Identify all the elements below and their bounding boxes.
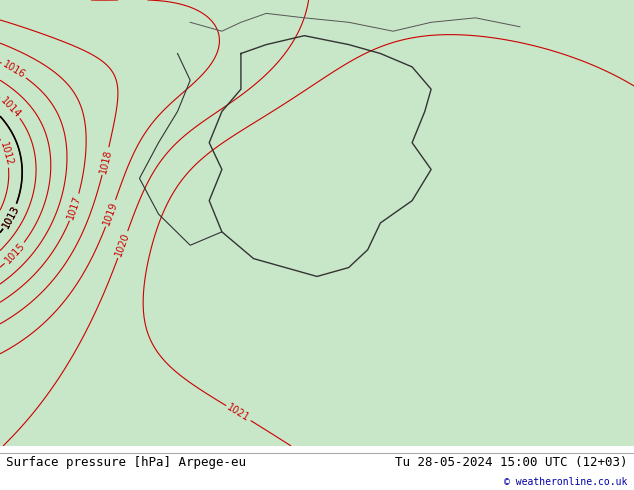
Text: 1013: 1013: [1, 203, 21, 230]
Text: 1020: 1020: [114, 231, 132, 258]
Text: 1017: 1017: [66, 194, 83, 221]
Text: 1014: 1014: [0, 95, 23, 120]
Text: 1021: 1021: [225, 402, 252, 424]
Text: 1012: 1012: [0, 141, 14, 167]
Text: 1013: 1013: [1, 203, 21, 230]
Text: Surface pressure [hPa] Arpege-eu: Surface pressure [hPa] Arpege-eu: [6, 456, 247, 469]
Text: 1015: 1015: [3, 241, 27, 266]
Text: 1019: 1019: [101, 200, 120, 226]
Text: 1018: 1018: [98, 148, 113, 174]
Text: © weatheronline.co.uk: © weatheronline.co.uk: [504, 477, 628, 487]
Text: Tu 28-05-2024 15:00 UTC (12+03): Tu 28-05-2024 15:00 UTC (12+03): [395, 456, 628, 469]
Text: 1016: 1016: [1, 59, 27, 81]
